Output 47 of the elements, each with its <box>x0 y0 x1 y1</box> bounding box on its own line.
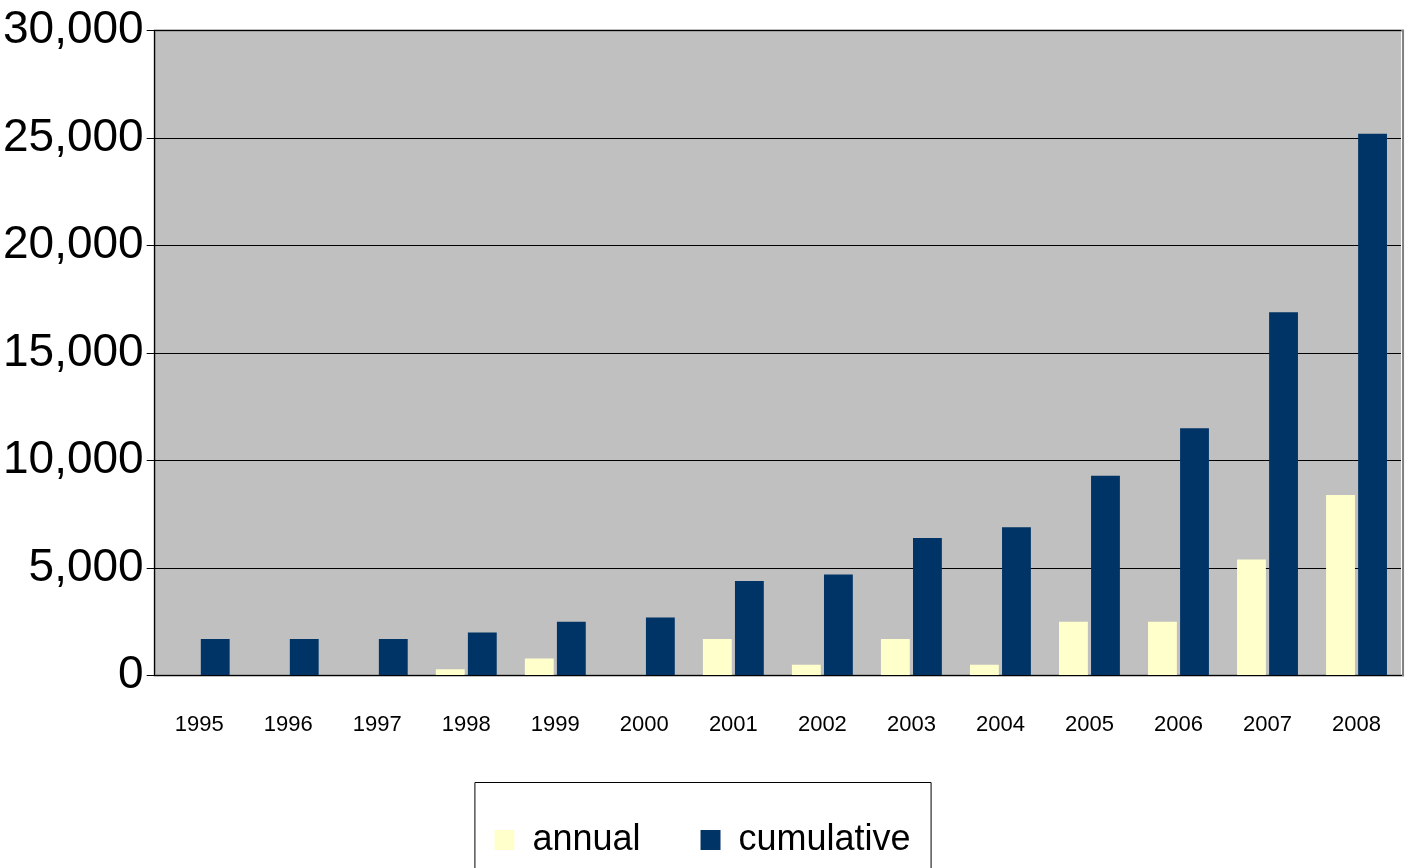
bar <box>913 538 942 676</box>
x-tick-label: 2006 <box>1154 710 1203 736</box>
y-tick-label: 25,000 <box>2 108 144 161</box>
y-tick-label: 15,000 <box>2 323 144 376</box>
bar <box>1002 527 1031 676</box>
bar <box>1148 621 1177 676</box>
x-tick-label: 2004 <box>975 710 1025 736</box>
x-tick-label: 2002 <box>797 710 847 736</box>
bar <box>467 632 497 676</box>
bar <box>969 664 999 676</box>
x-tick-label: 1997 <box>352 710 402 736</box>
legend-label: cumulative <box>738 816 911 858</box>
bar <box>378 639 408 676</box>
x-tick-label: 1996 <box>263 710 313 736</box>
x-tick-label: 2001 <box>708 710 758 736</box>
bar <box>556 621 586 676</box>
x-tick-label: 1999 <box>530 710 580 736</box>
x-tick-label: 2003 <box>886 710 936 736</box>
y-tick-label: 5,000 <box>28 538 144 591</box>
y-tick-label: 20,000 <box>2 216 144 269</box>
y-tick-label: 10,000 <box>2 431 144 484</box>
x-tick-label: 2008 <box>1332 710 1382 736</box>
bar <box>1237 559 1266 676</box>
bar <box>880 639 910 676</box>
x-tick-label: 2005 <box>1064 710 1114 736</box>
legend-label: annual <box>532 816 641 858</box>
bar <box>734 581 764 676</box>
bar <box>1269 312 1298 676</box>
y-tick-label: 30,000 <box>2 1 144 54</box>
bar <box>1358 133 1387 676</box>
bar <box>1059 621 1088 676</box>
x-tick-label: 1995 <box>174 710 224 736</box>
bar <box>1180 428 1209 676</box>
bar <box>645 617 675 676</box>
bar <box>200 639 230 676</box>
bar <box>702 639 732 676</box>
bar <box>524 658 554 676</box>
x-tick-label: 2007 <box>1243 710 1292 736</box>
bar <box>791 664 821 676</box>
bar <box>1326 495 1355 676</box>
x-tick-label: 2000 <box>619 710 669 736</box>
x-tick-label: 1998 <box>441 710 491 736</box>
bar <box>823 574 853 676</box>
y-tick-label: 0 <box>118 646 144 699</box>
bar <box>1091 475 1120 676</box>
bar <box>435 669 465 676</box>
bar <box>289 639 319 676</box>
